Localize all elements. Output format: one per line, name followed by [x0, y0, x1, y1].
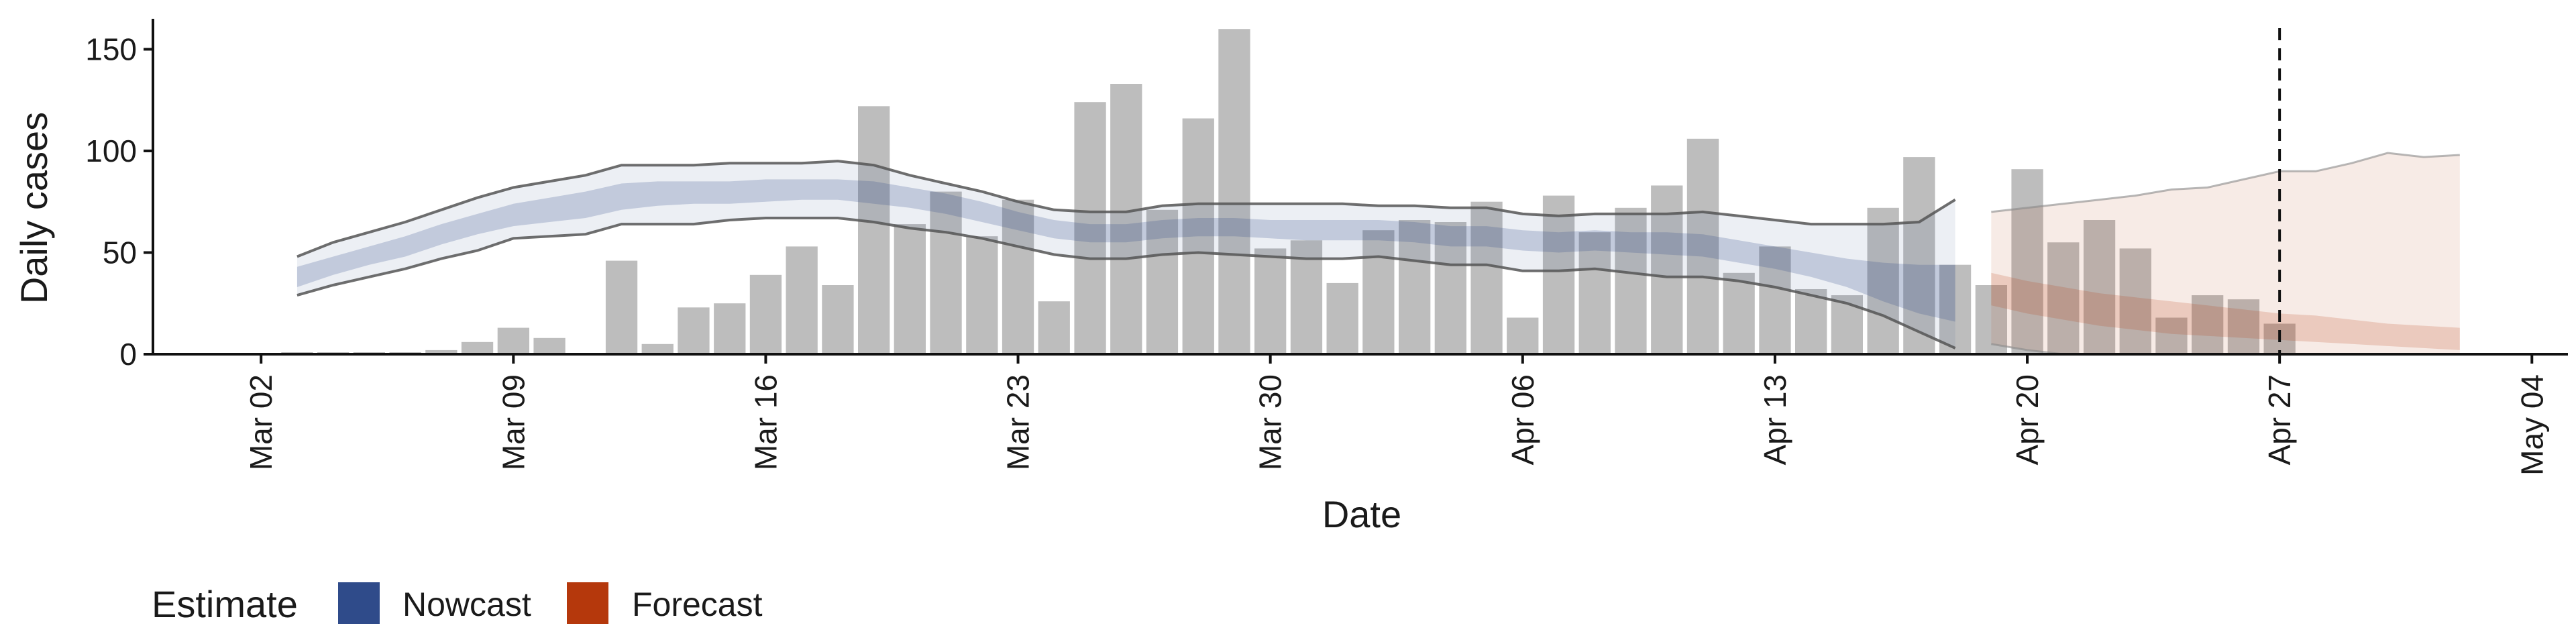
case-bar — [1723, 272, 1755, 354]
case-bar — [497, 327, 529, 354]
y-tick-label: 100 — [85, 133, 137, 168]
case-bar — [1975, 285, 2007, 354]
x-tick-label: Mar 09 — [496, 374, 531, 470]
case-bar — [2083, 220, 2116, 354]
case-bar — [930, 191, 962, 354]
case-bar — [1038, 301, 1070, 354]
case-bar — [1146, 209, 1179, 354]
legend-label-forecast: Forecast — [632, 586, 763, 623]
case-bar — [1795, 289, 1827, 354]
nowcast-50-band — [297, 179, 1955, 322]
x-tick-label: Mar 16 — [748, 374, 783, 470]
case-bar — [1399, 220, 1431, 354]
case-bar — [1470, 201, 1503, 354]
case-bar — [2119, 248, 2151, 354]
case-bar — [822, 285, 854, 354]
x-axis-title: Date — [1322, 493, 1401, 535]
case-bar — [1507, 317, 1539, 354]
x-tick-label: May 04 — [2514, 374, 2549, 476]
case-bar — [1434, 222, 1466, 354]
x-tick-label: Apr 20 — [2010, 374, 2045, 466]
case-bar — [894, 224, 926, 354]
forecast-90-band — [1991, 153, 2460, 354]
case-bar — [1831, 295, 1863, 354]
case-bar — [1578, 232, 1611, 354]
case-bar — [641, 343, 674, 354]
x-tick-label: Mar 30 — [1253, 374, 1288, 470]
case-bar — [1218, 29, 1250, 354]
x-axis: Mar 02 Mar 09 Mar 16 Mar 23 Mar 30 Apr 06 Apr … — [153, 353, 2568, 476]
case-bar — [1074, 102, 1106, 354]
case-bar — [1867, 207, 1899, 354]
y-tick-label: 150 — [85, 32, 137, 66]
legend: Estimate Nowcast Forecast — [152, 582, 763, 625]
case-bar — [2047, 242, 2080, 354]
nowcast-90-band — [297, 161, 1955, 348]
case-bar — [1903, 157, 1935, 354]
case-bar — [1686, 138, 1719, 355]
x-tick-label: Apr 27 — [2262, 374, 2297, 466]
nowcast-upper-line — [297, 160, 1956, 258]
case-bar — [1615, 207, 1647, 354]
forecast-upper-line — [1991, 152, 2460, 213]
x-tick-label: Apr 13 — [1758, 374, 1792, 466]
case-bar — [2192, 295, 2224, 354]
nowcast-lower-line — [297, 217, 1956, 350]
y-axis: 0 50 100 150 — [85, 19, 154, 372]
legend-label-nowcast: Nowcast — [402, 586, 531, 623]
plot-area — [281, 28, 2460, 356]
case-bar — [2155, 317, 2188, 354]
estimate-ribbons — [297, 152, 2460, 356]
case-bar — [533, 337, 566, 354]
x-tick-label: Mar 02 — [244, 374, 278, 470]
axes: 0 50 100 150 Mar 02 Mar 09 Mar 16 Mar 23 Mar 30… — [85, 19, 2568, 476]
case-bar — [1759, 246, 1791, 354]
y-tick-label: 0 — [119, 337, 137, 372]
case-bar — [1362, 230, 1395, 354]
case-bar — [605, 260, 638, 354]
case-bar — [425, 350, 458, 354]
case-bar — [858, 106, 890, 355]
y-tick-label: 50 — [103, 235, 137, 270]
case-bar — [2011, 169, 2043, 354]
case-bar — [966, 236, 998, 354]
case-bar — [714, 303, 746, 354]
case-bar — [461, 341, 494, 354]
daily-case-bars — [281, 29, 2296, 355]
x-tick-label: Apr 06 — [1505, 374, 1540, 466]
legend-title: Estimate — [152, 583, 298, 625]
case-bar — [1542, 195, 1575, 354]
case-bar — [1939, 264, 1972, 354]
case-bar — [1110, 84, 1142, 354]
legend-swatch-nowcast — [338, 582, 380, 624]
forecast-50-band — [1991, 272, 2460, 350]
y-axis-title: Daily cases — [13, 112, 55, 304]
legend-swatch-forecast — [567, 582, 608, 624]
x-tick-label: Mar 23 — [1001, 374, 1036, 470]
case-bar — [749, 274, 782, 354]
case-bar — [786, 246, 818, 354]
case-bar — [2227, 299, 2260, 354]
case-bar — [1002, 199, 1034, 354]
case-bar — [1254, 248, 1287, 354]
case-bar — [1182, 118, 1214, 354]
case-bar — [678, 307, 710, 354]
case-bar — [1326, 282, 1358, 354]
